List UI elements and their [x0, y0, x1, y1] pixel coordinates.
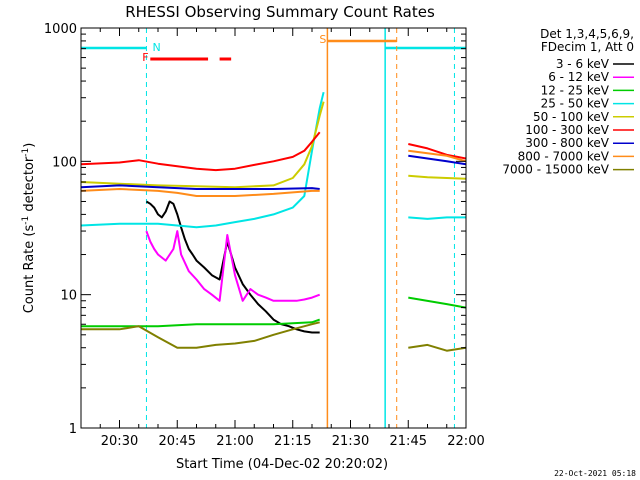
x-axis: 20:30 20:45 21:00 21:15 21:30 21:45 22:00	[99, 28, 485, 449]
y-tick-label-1: 10	[60, 289, 77, 304]
x-tick-label-1: 20:45	[159, 434, 196, 449]
marker-label-F: F	[142, 51, 148, 64]
y-label-sup1: -1	[21, 216, 31, 225]
x-tick-label-2: 21:00	[216, 434, 253, 449]
marker-label-S: S	[319, 33, 326, 46]
marker-label-N: N	[152, 41, 160, 54]
x-tick-label-3: 21:15	[274, 434, 311, 449]
x-tick-label-0: 20:30	[101, 434, 138, 449]
legend: Det 1,3,4,5,6,9,FDecim 1, Att 0 3 - 6 keV…	[502, 27, 634, 177]
series-line-4-part-0	[81, 101, 325, 189]
plot-area: NF S	[81, 28, 466, 428]
series-line-2-part-1	[408, 296, 466, 309]
y-label-sup2: -1	[21, 148, 31, 157]
legend-label-0: 3 - 6 keV	[556, 57, 610, 71]
legend-label-4: 50 - 100 keV	[533, 110, 610, 124]
series-line-8-part-0	[81, 321, 320, 349]
y-label-part2: detector	[22, 156, 37, 216]
y-tick-label-0: 1	[69, 422, 77, 437]
x-tick-label-6: 22:00	[447, 434, 484, 449]
series-line-6-part-0	[81, 184, 320, 190]
legend-label-5: 100 - 300 keV	[525, 123, 609, 137]
series-line-5-part-1	[408, 143, 466, 160]
legend-label-1: 6 - 12 keV	[548, 70, 610, 84]
y-tick-label-2: 100	[52, 155, 77, 170]
x-tick-label-4: 21:30	[332, 434, 369, 449]
chart-title: RHESSI Observing Summary Count Rates	[125, 3, 435, 21]
series-line-8-part-1	[408, 343, 466, 352]
series-line-3-part-0	[81, 91, 325, 229]
series-line-5-part-0	[81, 131, 321, 172]
series-line-7-part-1	[408, 149, 466, 163]
y-axis-label: Count Rate (s-1 detector-1)	[21, 143, 37, 314]
legend-label-2: 12 - 25 keV	[541, 83, 610, 97]
legend-header-line-0: Det 1,3,4,5,6,9,	[540, 27, 634, 41]
x-axis-label: Start Time (04-Dec-02 20:20:02)	[176, 457, 388, 472]
legend-label-8: 7000 - 15000 keV	[502, 163, 609, 177]
y-label-part3: )	[22, 143, 37, 148]
legend-header-line-1: FDecim 1, Att 0	[541, 40, 634, 54]
legend-label-6: 300 - 800 keV	[525, 136, 609, 150]
series-line-7-part-0	[81, 188, 320, 197]
series-line-2-part-0	[81, 318, 321, 328]
y-axis: 1 10 100 1000	[44, 22, 466, 437]
series-line-6-part-1	[408, 154, 466, 166]
generation-timestamp: 22-Oct-2021 05:18	[554, 469, 636, 478]
series-line-3-part-1	[408, 216, 466, 220]
legend-label-7: 800 - 7000 keV	[518, 149, 610, 163]
y-tick-label-3: 1000	[44, 22, 77, 37]
y-label-part1: Count Rate (s	[22, 225, 37, 314]
series-line-4-part-1	[408, 174, 466, 180]
legend-label-3: 25 - 50 keV	[541, 97, 610, 111]
series-line-1-part-0	[145, 230, 321, 302]
x-tick-label-5: 21:45	[390, 434, 427, 449]
